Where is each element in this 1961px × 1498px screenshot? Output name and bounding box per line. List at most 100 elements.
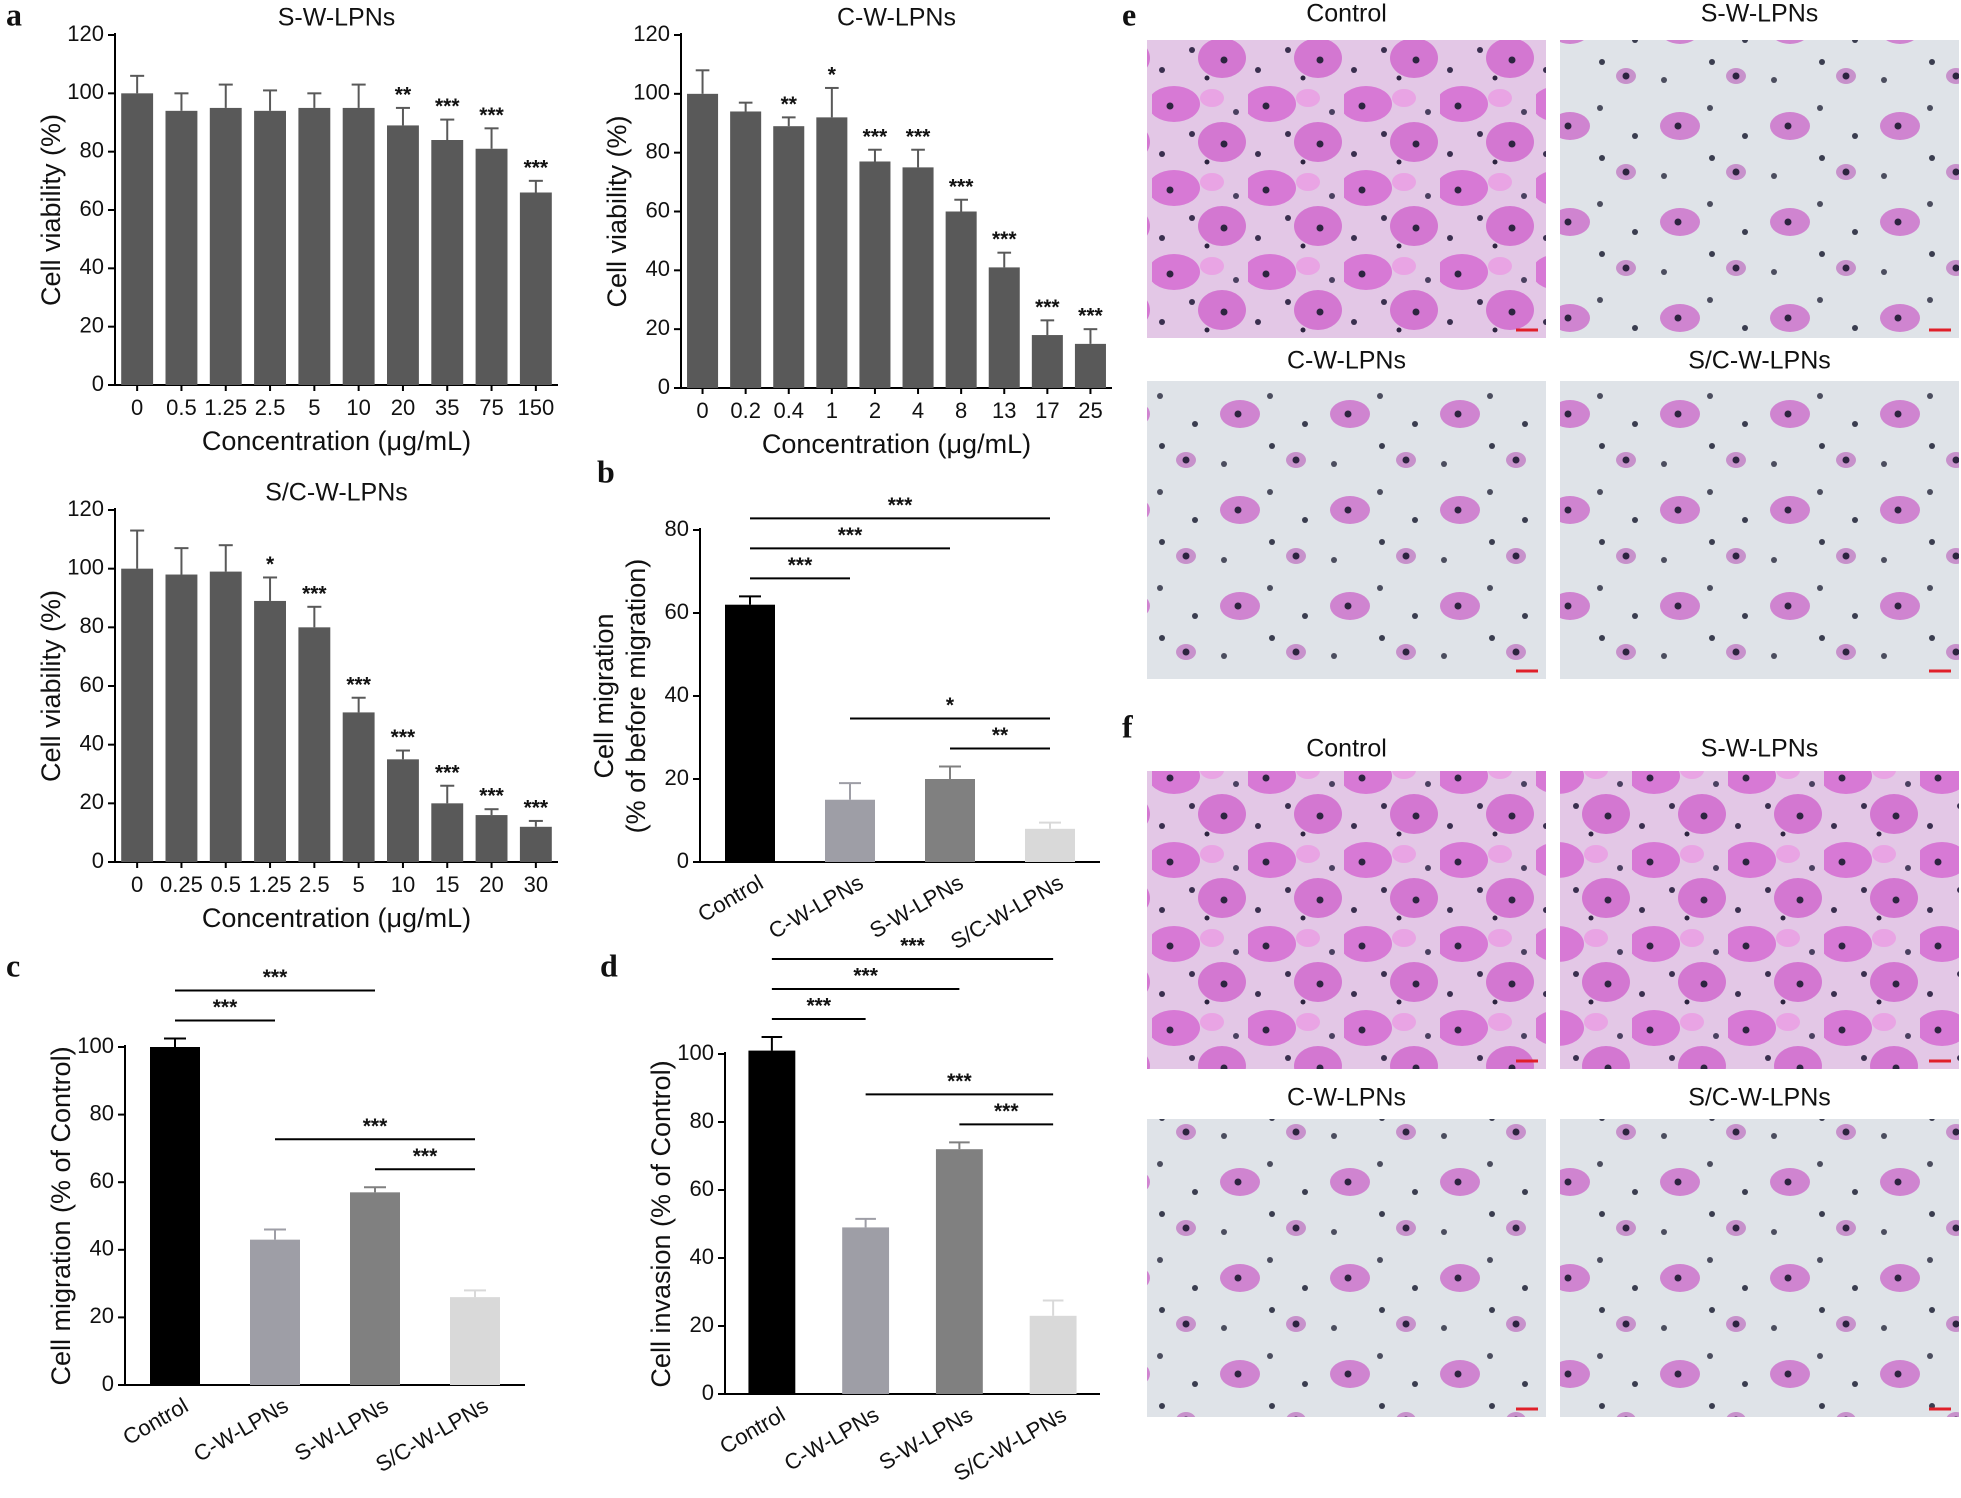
x-tick-label: 10 bbox=[391, 872, 415, 897]
y-tick-label: 60 bbox=[646, 197, 670, 222]
y-tick-label: 40 bbox=[80, 730, 104, 755]
bar bbox=[209, 571, 242, 862]
bar bbox=[165, 110, 198, 385]
significance-mark: * bbox=[266, 553, 275, 576]
bar bbox=[209, 107, 242, 386]
x-tick-label: 0.2 bbox=[730, 398, 761, 423]
bar bbox=[298, 627, 331, 862]
micrograph bbox=[1560, 40, 1959, 338]
y-axis-label: Cell viability (%) bbox=[602, 115, 632, 307]
bar bbox=[121, 568, 154, 862]
x-tick-label: 2.5 bbox=[255, 395, 286, 420]
x-tick-label: 35 bbox=[435, 395, 459, 420]
significance-mark: *** bbox=[949, 175, 974, 198]
y-tick-label: 40 bbox=[90, 1236, 114, 1261]
bar bbox=[342, 107, 375, 386]
bar bbox=[1025, 828, 1075, 862]
y-tick-label: 20 bbox=[646, 315, 670, 340]
x-tick-label: 1.25 bbox=[204, 395, 247, 420]
micrograph bbox=[1560, 1119, 1959, 1417]
significance-mark: *** bbox=[524, 796, 549, 819]
x-tick-label: C-W-LPNs bbox=[780, 1402, 883, 1476]
bar bbox=[687, 93, 719, 388]
significance-label: *** bbox=[947, 1070, 972, 1093]
x-tick-label: 10 bbox=[346, 395, 370, 420]
x-tick-label: 2 bbox=[869, 398, 881, 423]
x-tick-label: 1.25 bbox=[249, 872, 292, 897]
x-tick-label: 30 bbox=[524, 872, 548, 897]
y-tick-label: 0 bbox=[677, 848, 689, 873]
image-label: C-W-LPNs bbox=[1287, 347, 1406, 375]
y-tick-label: 100 bbox=[67, 79, 104, 104]
x-tick-label: 0.5 bbox=[166, 395, 197, 420]
chart-title: S/C-W-LPNs bbox=[265, 479, 408, 507]
significance-mark: *** bbox=[524, 156, 549, 179]
bar bbox=[519, 192, 552, 385]
y-tick-label: 20 bbox=[690, 1312, 714, 1337]
x-tick-label: 0 bbox=[696, 398, 708, 423]
image-label: C-W-LPNs bbox=[1287, 1084, 1406, 1112]
significance-mark: *** bbox=[302, 582, 327, 605]
x-axis-label: Concentration (μg/mL) bbox=[202, 903, 471, 933]
y-axis-label: Cell invasion (% of Control) bbox=[646, 1060, 676, 1387]
y-tick-label: 60 bbox=[665, 599, 689, 624]
x-tick-label: 1 bbox=[826, 398, 838, 423]
image-label: Control bbox=[1306, 735, 1387, 763]
bar bbox=[859, 161, 891, 388]
bar bbox=[150, 1047, 200, 1385]
y-tick-label: 80 bbox=[90, 1100, 114, 1125]
x-tick-label: S/C-W-LPNs bbox=[371, 1393, 492, 1477]
x-axis-label: Concentration (μg/mL) bbox=[202, 426, 471, 456]
bar bbox=[450, 1297, 500, 1385]
bar bbox=[342, 712, 375, 862]
panel-letter: a bbox=[6, 0, 22, 32]
x-tick-label: 0.5 bbox=[210, 872, 241, 897]
x-tick-label: 75 bbox=[479, 395, 503, 420]
significance-label: *** bbox=[838, 524, 863, 547]
image-label: S-W-LPNs bbox=[1701, 0, 1819, 28]
x-tick-label: 5 bbox=[308, 395, 320, 420]
bar bbox=[1031, 335, 1063, 388]
x-tick-label: 4 bbox=[912, 398, 924, 423]
y-tick-label: 20 bbox=[665, 765, 689, 790]
panel-letter: c bbox=[6, 947, 20, 983]
panel-letter: e bbox=[1122, 0, 1136, 32]
image-label: S/C-W-LPNs bbox=[1688, 1084, 1831, 1112]
bar bbox=[902, 167, 934, 388]
y-tick-label: 0 bbox=[102, 1371, 114, 1396]
x-tick-label: 0 bbox=[131, 395, 143, 420]
significance-mark: *** bbox=[992, 228, 1017, 251]
significance-label: *** bbox=[853, 965, 878, 988]
significance-mark: *** bbox=[346, 673, 371, 696]
significance-mark: ** bbox=[781, 93, 798, 116]
significance-label: *** bbox=[413, 1145, 438, 1168]
x-tick-label: 2.5 bbox=[299, 872, 330, 897]
significance-mark: *** bbox=[435, 761, 460, 784]
y-tick-label: 60 bbox=[80, 196, 104, 221]
significance-mark: * bbox=[828, 63, 837, 86]
y-axis-label: (% of before migration) bbox=[621, 559, 651, 834]
bar bbox=[387, 759, 419, 862]
significance-label: *** bbox=[788, 554, 813, 577]
y-tick-label: 100 bbox=[633, 80, 670, 105]
y-axis-label: Cell viability (%) bbox=[36, 590, 66, 782]
x-tick-label: 20 bbox=[391, 395, 415, 420]
y-tick-label: 20 bbox=[90, 1303, 114, 1328]
bar bbox=[730, 111, 762, 388]
y-tick-label: 100 bbox=[67, 554, 104, 579]
bar bbox=[350, 1192, 400, 1385]
y-tick-label: 0 bbox=[92, 848, 104, 873]
image-label: S-W-LPNs bbox=[1701, 735, 1819, 763]
significance-label: *** bbox=[213, 996, 238, 1019]
significance-label: * bbox=[946, 694, 955, 717]
x-tick-label: 0 bbox=[131, 872, 143, 897]
x-axis-label: Concentration (μg/mL) bbox=[762, 429, 1031, 459]
y-tick-label: 40 bbox=[80, 254, 104, 279]
y-tick-label: 60 bbox=[90, 1168, 114, 1193]
significance-mark: *** bbox=[435, 95, 460, 118]
y-tick-label: 100 bbox=[77, 1033, 114, 1058]
y-tick-label: 0 bbox=[658, 374, 670, 399]
x-tick-label: C-W-LPNs bbox=[764, 870, 867, 944]
bar bbox=[250, 1239, 300, 1385]
